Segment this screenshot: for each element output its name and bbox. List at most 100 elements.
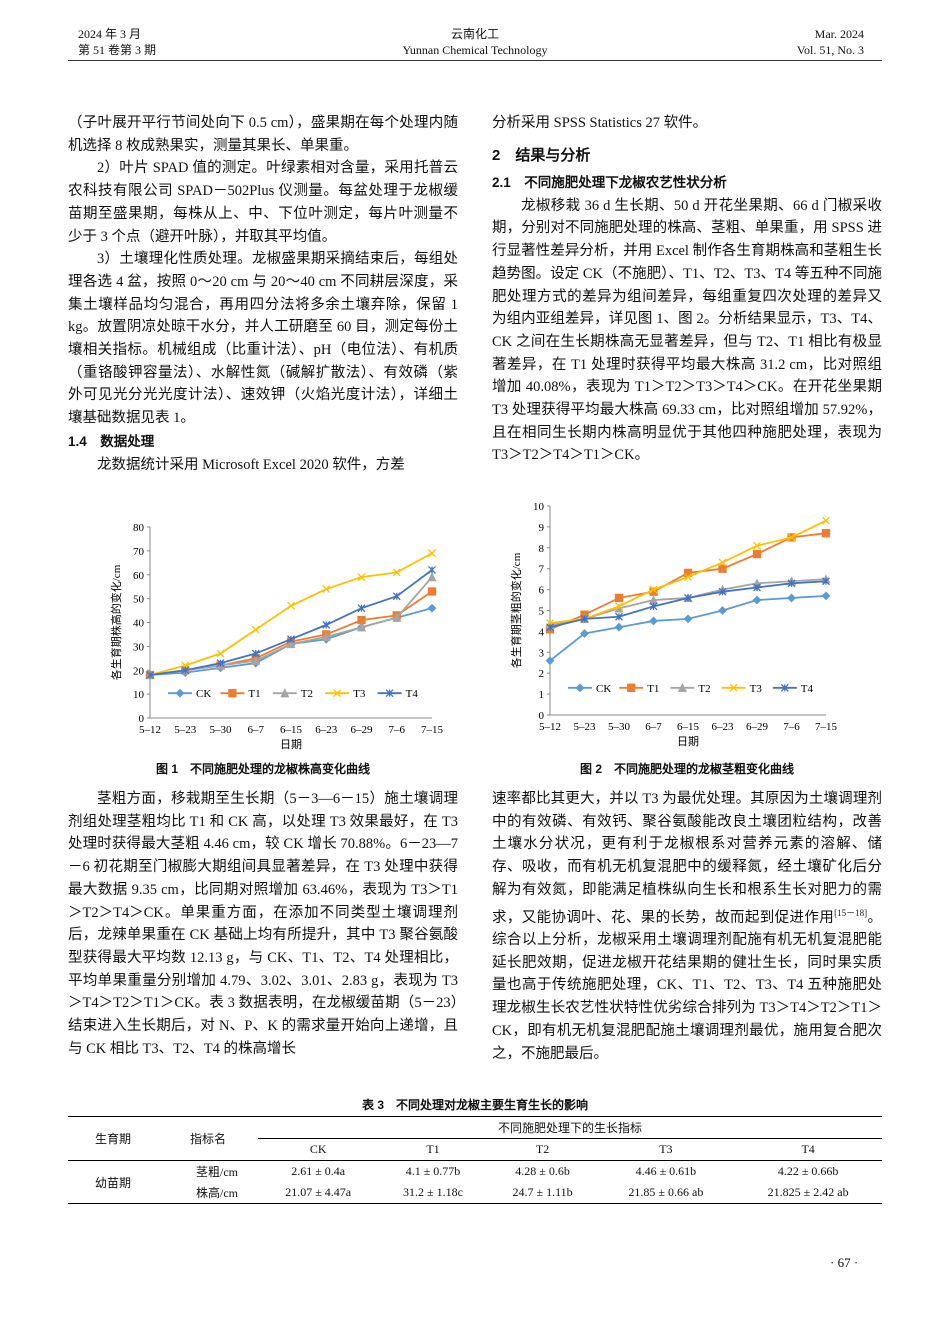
- data-point: [428, 566, 436, 574]
- y-tick-label: 80: [133, 522, 145, 534]
- y-tick-label: 3: [539, 647, 545, 659]
- data-point: [392, 592, 401, 601]
- y-tick-label: 20: [133, 665, 145, 677]
- data-point: [392, 612, 402, 622]
- data-point: [787, 593, 796, 603]
- data-point: [546, 623, 554, 632]
- data-point: [648, 595, 659, 605]
- chart: 0 10 20 30 40 50 60 70 80 5–12 5–23 5–30 6–7 6–15 6–23…: [109, 522, 444, 751]
- x-tick-label: 5–23: [574, 721, 597, 733]
- left-column: （子叶展开平行节间处向下 0.5 cm），盛果期在每个处理内随机选择 8 枚成熟…: [68, 112, 458, 477]
- data-point: [427, 587, 437, 596]
- subsection-heading: 2.1 不同施肥处理下龙椒农艺性状分析: [492, 174, 727, 190]
- y-tick-label: 10: [533, 501, 545, 513]
- x-tick-label: 7–6: [783, 721, 800, 733]
- header-cell: T4: [801, 1142, 815, 1156]
- figure-caption: 图 2 不同施肥处理的龙椒茎粗变化曲线: [579, 762, 794, 776]
- data-point: [321, 631, 331, 641]
- legend-label: T4: [801, 683, 814, 695]
- cell: 茎粗/cm: [196, 1165, 238, 1179]
- series-line: [149, 569, 433, 676]
- y-tick-label: 1: [539, 689, 545, 701]
- y-tick-label: 4: [539, 626, 545, 638]
- header-text: 第 51 卷第 3 期: [78, 43, 157, 57]
- data-point: [649, 585, 658, 594]
- data-point: [545, 656, 555, 666]
- data-point: [216, 649, 225, 658]
- legend-marker: [627, 683, 636, 692]
- paragraph: 龙数据统计采用 Microsoft Excel 2020 软件，方差: [97, 456, 405, 473]
- x-tick-label: 5–30: [210, 724, 233, 736]
- data-point: [718, 606, 727, 615]
- legend-marker: [575, 683, 585, 693]
- cell: 31.2 ± 1.18c: [403, 1185, 463, 1199]
- x-tick-label: 7–15: [421, 724, 444, 736]
- legend-label: CK: [596, 683, 611, 695]
- data-point: [752, 549, 762, 559]
- header-text: 2024 年 3 月: [78, 27, 142, 41]
- cell: 21.825 ± 2.42 ab: [767, 1185, 849, 1199]
- header-text: Vol. 51, No. 3: [796, 43, 864, 57]
- y-tick-label: 2: [539, 668, 545, 680]
- y-tick-label: 70: [133, 546, 145, 558]
- header-cell: 指标名: [158, 1116, 258, 1161]
- data-point: [251, 649, 260, 658]
- header-cell: T1: [426, 1142, 440, 1156]
- data-point: [822, 516, 830, 525]
- text: 速率都比其更大，并以 T3 为最优处理。其原因为土壤调理剂中的有效磷、有效钙、聚…: [492, 791, 882, 926]
- legend-label: T4: [406, 688, 419, 700]
- data-point: [322, 585, 331, 594]
- cell: 幼苗期: [68, 1160, 158, 1204]
- right-column: 速率都比其更大，并以 T3 为最优处理。其原因为土壤调理剂中的有效磷、有效钙、聚…: [492, 788, 882, 1065]
- data-point: [580, 629, 589, 638]
- y-tick-label: 8: [539, 543, 545, 555]
- paragraph: 茎粗方面，移栽期至生长期（5－3—6－15）施土壤调理剂组处理茎粗均比 T1 和…: [68, 791, 458, 1057]
- paragraph: 2）叶片 SPAD 值的测定。叶绿素相对含量，采用托普云农科技有限公司 SPAD…: [68, 160, 458, 245]
- y-tick-label: 10: [133, 689, 145, 701]
- cell: 21.85 ± 0.66 ab: [628, 1185, 704, 1199]
- x-tick-label: 6–29: [746, 721, 769, 733]
- header-text: 云南化工: [450, 27, 499, 41]
- data-point: [614, 593, 624, 603]
- data-point: [822, 577, 830, 586]
- data-point: [427, 572, 437, 582]
- data-point: [286, 639, 296, 649]
- x-tick-label: 6–23: [315, 724, 338, 736]
- header-cell: T3: [659, 1142, 673, 1156]
- header-cell: T2: [535, 1142, 550, 1156]
- cell: 4.22 ± 0.66b: [777, 1164, 839, 1178]
- x-tick-label: 5–30: [608, 721, 631, 733]
- data-point: [287, 601, 295, 610]
- legend-marker: [228, 689, 237, 698]
- data-point: [787, 579, 796, 588]
- paragraph: 分析采用 SPSS Statistics 27 软件。: [492, 115, 708, 131]
- data-point: [251, 655, 261, 665]
- data-point: [181, 666, 190, 675]
- y-tick-label: 9: [539, 522, 545, 534]
- series-line: [549, 594, 827, 662]
- paragraph: （子叶展开平行节间处向下 0.5 cm），盛果期在每个处理内随机选择 8 枚成熟…: [68, 115, 458, 154]
- x-axis-title: 日期: [280, 738, 302, 751]
- data-point: [357, 573, 366, 582]
- data-point: [428, 549, 436, 558]
- data-point: [614, 622, 624, 632]
- y-axis-title: 各生育期茎粗的变化/cm: [509, 552, 523, 668]
- paragraph: 龙椒移栽 36 d 生长期、50 d 开花坐果期、66 d 门椒采收期，分别对不…: [492, 197, 882, 464]
- header-center: 云南化工 Yunnan Chemical Technology: [375, 26, 575, 58]
- data-point: [357, 615, 366, 625]
- x-tick-label: 6–7: [248, 724, 265, 736]
- paragraph: 速率都比其更大，并以 T3 为最优处理。其原因为土壤调理剂中的有效磷、有效钙、聚…: [492, 788, 882, 1065]
- legend-marker: [385, 689, 394, 698]
- cell: 4.1 ± 0.77b: [405, 1164, 461, 1178]
- series-line: [149, 552, 433, 676]
- x-tick-label: 5–12: [139, 724, 161, 736]
- legend-label: T3: [353, 688, 366, 700]
- data-point: [649, 602, 658, 611]
- data-point: [753, 583, 761, 592]
- legend-label: T3: [750, 683, 763, 695]
- legend-marker: [280, 688, 290, 698]
- data-point: [753, 541, 761, 550]
- x-tick-label: 6–7: [645, 721, 662, 733]
- data-point: [146, 671, 154, 679]
